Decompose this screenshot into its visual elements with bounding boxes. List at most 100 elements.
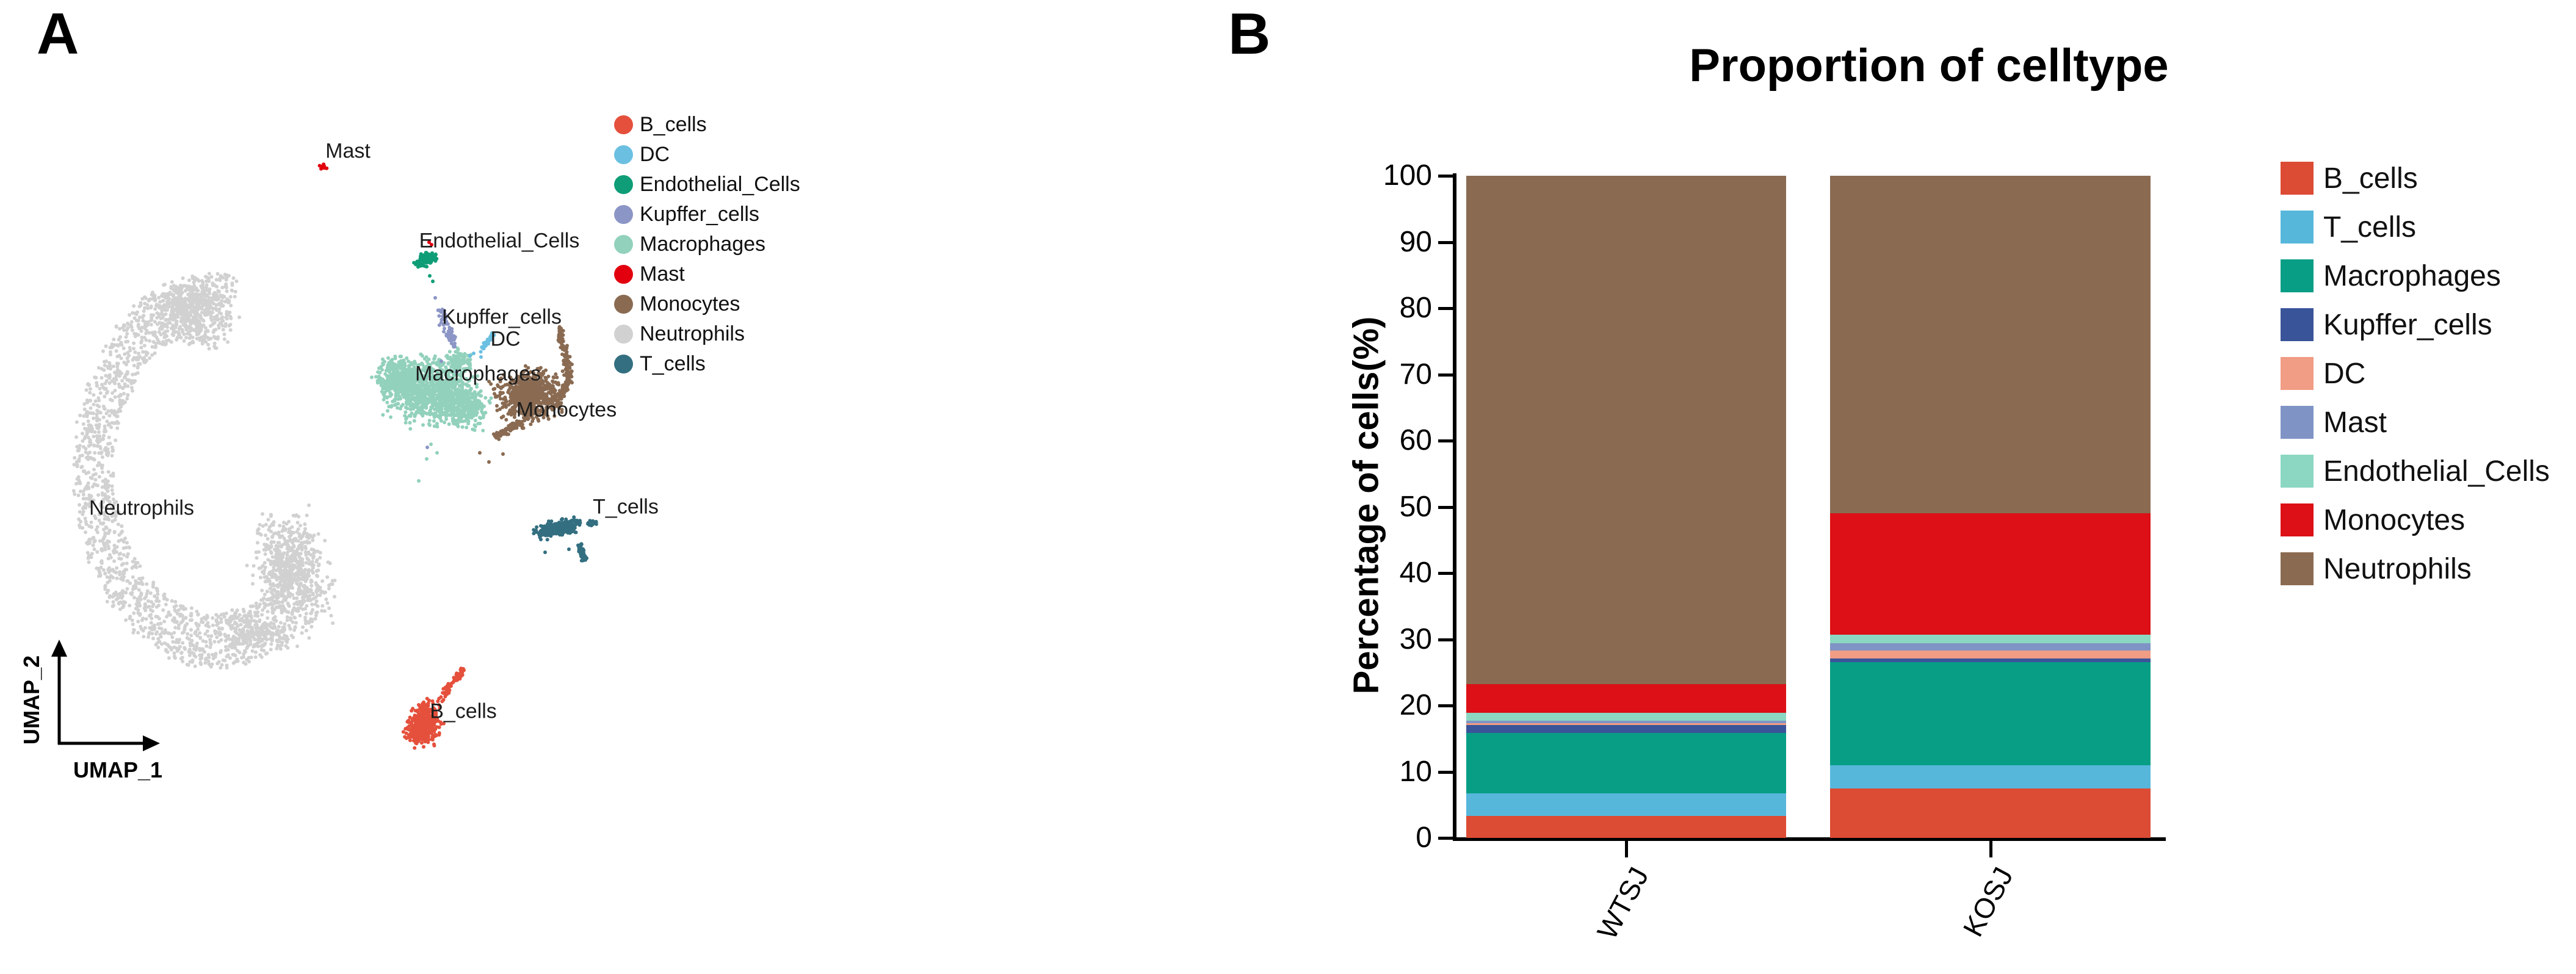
bar-legend-item-kupffer_cells: Kupffer_cells — [2281, 300, 2550, 349]
cluster-label-t_cells: T_cells — [593, 496, 659, 519]
umap-legend-label: Mast — [640, 262, 685, 286]
bar-legend-item-dc: DC — [2281, 349, 2550, 398]
y-tick-mark — [1438, 572, 1453, 575]
umap-legend-label: Monocytes — [640, 292, 740, 316]
bar-segment-wtsj-monocytes — [1466, 684, 1786, 713]
bar-legend-label: Kupffer_cells — [2323, 308, 2492, 342]
bar-chart-legend: B_cells T_cells Macrophages Kupffer_cells DC… — [2281, 154, 2550, 593]
bar-segment-kosj-mast — [1830, 643, 2151, 651]
y-tick-label-70: 70 — [1359, 359, 1432, 390]
y-tick-label-60: 60 — [1359, 425, 1432, 456]
legend-dot-icon — [614, 205, 633, 224]
legend-dot-icon — [614, 265, 633, 284]
umap-legend-label: Endothelial_Cells — [640, 173, 800, 197]
legend-dot-icon — [614, 325, 633, 344]
x-category-label-kosj: KOSJ — [1939, 862, 2019, 974]
bar-segment-wtsj-macrophages — [1466, 733, 1786, 794]
cluster-label-endothelial_cells: Endothelial_Cells — [419, 229, 580, 253]
y-tick-mark — [1438, 837, 1453, 840]
bar-chart-title: Proportion of celltype — [1689, 39, 2168, 92]
legend-swatch-icon — [2281, 455, 2314, 488]
bar-segment-wtsj-b_cells — [1466, 816, 1786, 838]
x-tick-mark — [1989, 841, 1992, 857]
legend-swatch-icon — [2281, 211, 2314, 244]
legend-swatch-icon — [2281, 357, 2314, 390]
y-tick-mark — [1438, 439, 1453, 442]
umap-legend-item-kupffer_cells: Kupffer_cells — [614, 200, 800, 229]
bar-legend-item-b_cells: B_cells — [2281, 154, 2550, 203]
y-tick-label-90: 90 — [1359, 227, 1432, 258]
umap-legend-item-mast: Mast — [614, 259, 800, 289]
panel-b-label: B — [1228, 5, 1270, 63]
legend-dot-icon — [614, 115, 633, 134]
legend-swatch-icon — [2281, 503, 2314, 536]
cluster-label-monocytes: Monocytes — [516, 399, 617, 422]
bar-legend-item-t_cells: T_cells — [2281, 203, 2550, 251]
umap-legend-item-endothelial_cells: Endothelial_Cells — [614, 170, 800, 200]
cluster-points-endothelial_cells — [412, 251, 438, 283]
cluster-label-kupffer_cells: Kupffer_cells — [442, 306, 562, 330]
umap-legend-item-neutrophils: Neutrophils — [614, 319, 800, 349]
bar-legend-item-monocytes: Monocytes — [2281, 496, 2550, 544]
bar-legend-label: Monocytes — [2323, 503, 2465, 537]
umap-legend-label: Macrophages — [640, 233, 765, 256]
umap-x-axis-label: UMAP_1 — [73, 757, 162, 783]
umap-legend-item-macrophages: Macrophages — [614, 229, 800, 259]
x-category-label-wtsj: WTSJ — [1574, 862, 1655, 974]
umap-legend-label: DC — [640, 143, 670, 167]
umap-legend-item-monocytes: Monocytes — [614, 289, 800, 319]
umap-legend-label: B_cells — [640, 113, 707, 137]
umap-legend-label: T_cells — [640, 352, 706, 376]
bar-legend-label: Neutrophils — [2323, 552, 2472, 586]
y-tick-mark — [1438, 704, 1453, 707]
legend-dot-icon — [614, 355, 633, 373]
bar-segment-kosj-endothelial_cells — [1830, 635, 2151, 643]
bar-segment-kosj-macrophages — [1830, 662, 2151, 765]
legend-swatch-icon — [2281, 259, 2314, 292]
cluster-label-macrophages: Macrophages — [415, 363, 541, 386]
bar-segment-wtsj-neutrophils — [1466, 176, 1786, 684]
cluster-points-neutrophils — [72, 272, 337, 669]
bar-legend-item-neutrophils: Neutrophils — [2281, 544, 2550, 593]
bar-segment-kosj-t_cells — [1830, 765, 2151, 788]
legend-dot-icon — [614, 145, 633, 164]
cluster-points-mast — [318, 162, 433, 247]
stacked-bar-kosj — [1830, 176, 2151, 838]
cluster-label-b_cells: B_cells — [430, 700, 497, 724]
bar-legend-item-mast: Mast — [2281, 398, 2550, 447]
bar-legend-label: DC — [2323, 357, 2365, 391]
bar-legend-label: T_cells — [2323, 211, 2416, 244]
cluster-label-dc: DC — [490, 328, 520, 352]
bar-legend-label: Endothelial_Cells — [2323, 455, 2550, 488]
y-tick-label-80: 80 — [1359, 293, 1432, 323]
umap-y-axis-label: UMAP_2 — [19, 655, 45, 745]
y-tick-label-0: 0 — [1359, 823, 1432, 853]
y-tick-mark — [1438, 373, 1453, 377]
y-tick-mark — [1438, 506, 1453, 509]
umap-legend: B_cells DC Endothelial_Cells Kupffer_cells M… — [614, 110, 800, 379]
bar-segment-wtsj-kupffer_cells — [1466, 725, 1786, 733]
x-tick-mark — [1625, 841, 1628, 857]
bar-legend-label: B_cells — [2323, 162, 2418, 195]
bar-segment-wtsj-t_cells — [1466, 793, 1786, 816]
bar-segment-kosj-dc — [1830, 651, 2151, 658]
y-tick-mark — [1438, 771, 1453, 774]
y-tick-mark — [1438, 175, 1453, 178]
legend-swatch-icon — [2281, 162, 2314, 195]
bar-segment-wtsj-endothelial_cells — [1466, 713, 1786, 721]
cluster-points-t_cells — [532, 515, 598, 562]
umap-legend-item-t_cells: T_cells — [614, 349, 800, 379]
y-tick-mark — [1438, 638, 1453, 641]
umap-axis-arrows — [51, 640, 160, 751]
umap-legend-label: Neutrophils — [640, 322, 745, 346]
cluster-label-mast: Mast — [325, 140, 371, 164]
bar-legend-label: Mast — [2323, 406, 2387, 439]
bar-segment-kosj-monocytes — [1830, 513, 2151, 635]
legend-swatch-icon — [2281, 552, 2314, 585]
legend-dot-icon — [614, 235, 633, 254]
bar-legend-item-macrophages: Macrophages — [2281, 251, 2550, 300]
y-tick-label-20: 20 — [1359, 690, 1432, 721]
y-tick-mark — [1438, 307, 1453, 310]
stacked-bar-wtsj — [1466, 176, 1786, 838]
bar-legend-label: Macrophages — [2323, 259, 2501, 293]
